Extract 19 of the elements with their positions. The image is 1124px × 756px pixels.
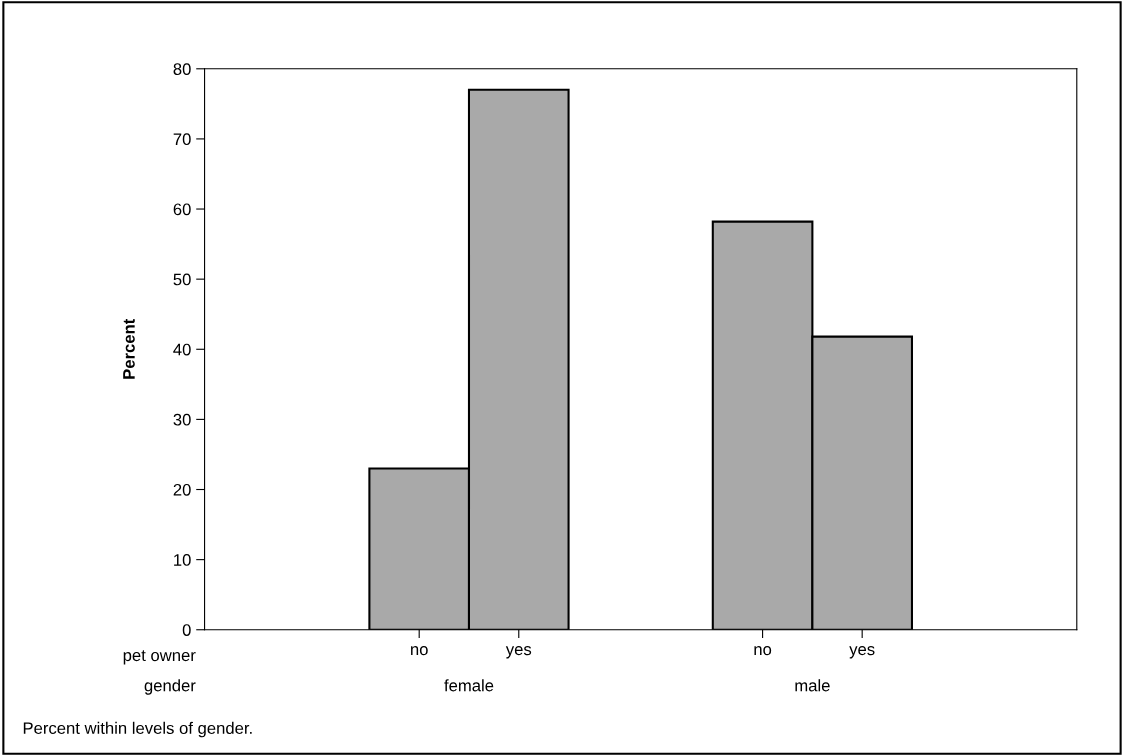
y-tick-label: 30 (173, 413, 191, 426)
y-tick-label: 10 (174, 554, 191, 566)
y-axis-title: Percent (123, 318, 135, 379)
text: yes (849, 646, 875, 659)
x-tick-label: female (444, 679, 494, 692)
y-tick-label: 60 (173, 203, 191, 216)
text: gender (144, 679, 196, 695)
y-tick-label: 40 (173, 343, 191, 356)
y-tick-label: 70 (173, 133, 191, 146)
text: no (754, 646, 772, 656)
legend-label: yes (505, 646, 532, 659)
x-tick-label: male (795, 679, 830, 692)
y-tick-label: 20 (173, 483, 191, 496)
y-tick-label: 0 (182, 624, 191, 636)
y-tick-label: 50 (173, 273, 191, 286)
text: Percent within levels of gender. (23, 721, 252, 738)
text: pet owner (123, 650, 196, 665)
y-tick-label: 80 (173, 63, 191, 75)
legend-label: no (411, 646, 428, 656)
